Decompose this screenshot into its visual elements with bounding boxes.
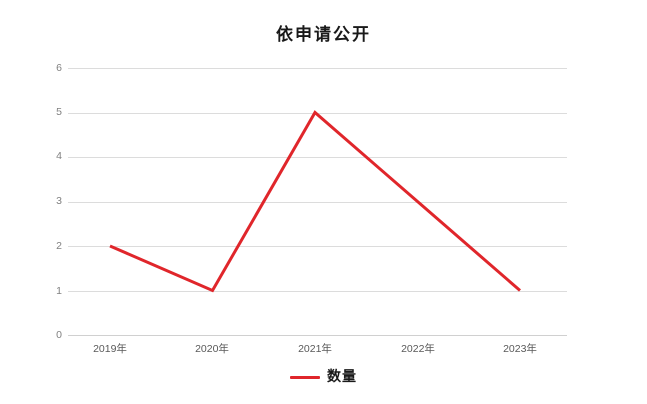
- x-axis-tick-label-2021: 2021年: [298, 343, 332, 355]
- legend-label-quantity: 数量: [327, 369, 357, 385]
- legend-line-icon: [290, 375, 320, 379]
- x-axis-tick-label-2022: 2022年: [401, 343, 435, 355]
- series-quantity: [109, 110, 521, 293]
- y-axis-tick-label-6: 6: [56, 62, 62, 74]
- y-axis-tick-label-4: 4: [56, 150, 62, 162]
- chart-legend: 数量: [0, 370, 647, 384]
- gridline-6: [68, 68, 567, 69]
- gridline-1: [68, 290, 567, 292]
- y-axis-tick-label-3: 3: [56, 195, 62, 207]
- legend-item-quantity: 数量: [290, 370, 357, 384]
- chart-title: 依申请公开: [276, 25, 371, 45]
- y-axis-tick-label-5: 5: [56, 106, 62, 118]
- x-axis-line: [68, 335, 567, 336]
- gridline-2: [68, 246, 567, 247]
- plot-area: [68, 68, 567, 336]
- y-axis-tick-label-2: 2: [56, 240, 62, 252]
- y-axis-tick-label-0: 0: [56, 329, 62, 341]
- gridline-3: [68, 201, 567, 203]
- gridline-4: [68, 157, 567, 158]
- y-axis-tick-label-1: 1: [56, 285, 62, 297]
- x-axis-tick-label-2023: 2023年: [503, 343, 537, 355]
- series-line-quantity: [109, 110, 521, 293]
- x-axis-tick-label-2020: 2020年: [195, 343, 229, 355]
- x-axis-tick-label-2019: 2019年: [93, 343, 127, 355]
